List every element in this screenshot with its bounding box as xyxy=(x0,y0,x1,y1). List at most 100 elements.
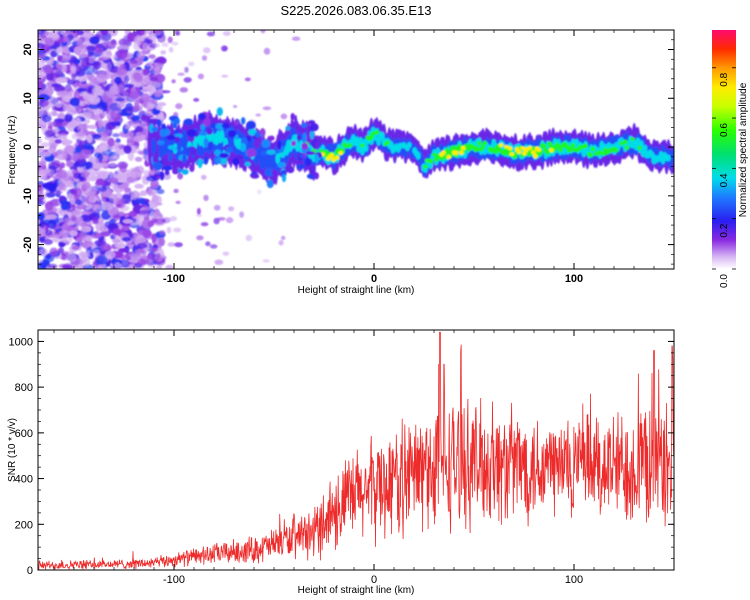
noise-blob xyxy=(58,133,68,140)
noise-blob xyxy=(80,226,87,232)
snr-series-line xyxy=(38,331,674,570)
noise-blob xyxy=(179,87,188,93)
noise-blob xyxy=(75,30,84,36)
noise-blob xyxy=(114,251,124,259)
ridge-blob xyxy=(309,126,315,132)
noise-blob xyxy=(162,90,171,94)
noise-blob xyxy=(129,170,142,179)
ridge-blob xyxy=(360,145,365,156)
ridge-blob xyxy=(232,158,240,166)
noise-blob xyxy=(203,194,209,202)
ridge-blob xyxy=(441,150,446,155)
noise-blob xyxy=(65,161,74,168)
noise-blob xyxy=(119,63,127,70)
spectrogram-x-ticks: -100 0 100 xyxy=(53,30,675,285)
ridge-blob xyxy=(475,146,480,152)
noise-blob xyxy=(112,238,121,244)
noise-blob xyxy=(73,46,82,56)
noise-blob xyxy=(209,244,218,249)
noise-blob xyxy=(72,226,79,232)
noise-blob xyxy=(123,145,132,154)
ridge-blob xyxy=(250,174,260,179)
ridge-blob xyxy=(446,154,452,160)
ridge-blob xyxy=(182,154,187,164)
noise-blob xyxy=(151,201,160,207)
ridge-blob xyxy=(360,143,365,148)
noise-blob xyxy=(127,32,135,42)
noise-blob xyxy=(50,50,57,58)
ridge-blob xyxy=(172,122,178,129)
ridge-blob xyxy=(314,153,319,164)
ridge-blob xyxy=(295,141,300,152)
noise-blob xyxy=(143,149,149,156)
ridge-blob xyxy=(520,146,525,151)
noise-blob xyxy=(201,174,207,180)
noise-blob xyxy=(134,76,143,83)
noise-blob xyxy=(51,83,62,88)
ridge-blob xyxy=(432,152,437,157)
ridge-blob xyxy=(241,117,246,125)
noise-blob xyxy=(59,195,66,202)
noise-blob xyxy=(153,30,162,35)
noise-blob xyxy=(114,262,122,269)
noise-blob xyxy=(150,218,159,224)
ridge-blob xyxy=(205,127,213,135)
colorbar-tick-label: 0.8 xyxy=(719,72,730,86)
noise-blob xyxy=(262,106,272,111)
noise-blob xyxy=(150,179,159,189)
noise-blob xyxy=(39,261,48,269)
ridge-blob xyxy=(187,129,197,135)
ridge-blob xyxy=(207,141,213,151)
ridge-blob xyxy=(290,113,295,121)
noise-blob xyxy=(142,86,151,92)
noise-blob xyxy=(126,177,139,184)
ridge-blob xyxy=(308,120,316,125)
noise-blob xyxy=(54,139,63,144)
noise-blob xyxy=(61,254,69,261)
noise-blob xyxy=(38,60,46,69)
colorbar-gradient xyxy=(712,30,736,269)
noise-blob xyxy=(64,139,73,145)
ridge-blob xyxy=(507,146,513,151)
ridge-blob xyxy=(239,143,247,152)
noise-blob xyxy=(74,199,82,206)
ridge-blob xyxy=(583,143,588,149)
noise-blob xyxy=(38,183,43,192)
noise-blob xyxy=(80,170,90,178)
ridge-blob xyxy=(198,130,208,136)
noise-blob xyxy=(171,79,176,84)
noise-blob xyxy=(222,31,231,36)
noise-blob xyxy=(175,31,181,36)
ridge-blob xyxy=(183,118,193,126)
noise-blob xyxy=(103,129,110,136)
noise-blob xyxy=(278,240,284,246)
noise-blob xyxy=(114,76,122,85)
noise-blob xyxy=(82,143,93,150)
noise-blob xyxy=(76,236,85,242)
ridge-blob xyxy=(451,145,457,152)
noise-blob xyxy=(77,157,87,165)
ridge-blob xyxy=(304,157,312,167)
ridge-blob xyxy=(363,144,369,152)
noise-blob xyxy=(70,189,78,196)
noise-blob xyxy=(183,77,192,83)
ridge-blob xyxy=(624,145,630,150)
ridge-blob xyxy=(347,143,353,148)
noise-blob xyxy=(123,83,135,88)
noise-blob xyxy=(106,61,112,71)
noise-blob xyxy=(43,238,53,245)
ridge-blob xyxy=(635,137,641,145)
noise-blob xyxy=(92,216,99,225)
noise-blob xyxy=(148,54,156,59)
noise-blob xyxy=(88,57,95,64)
noise-blob xyxy=(79,210,92,215)
ridge-blob xyxy=(306,173,316,179)
noise-blob xyxy=(140,122,147,127)
noise-blob xyxy=(173,227,182,233)
noise-blob xyxy=(155,265,163,269)
noise-blob xyxy=(38,138,42,144)
noise-blob xyxy=(38,82,44,89)
noise-blob xyxy=(38,119,44,125)
ridge-blob xyxy=(588,153,594,158)
noise-blob xyxy=(168,46,174,53)
